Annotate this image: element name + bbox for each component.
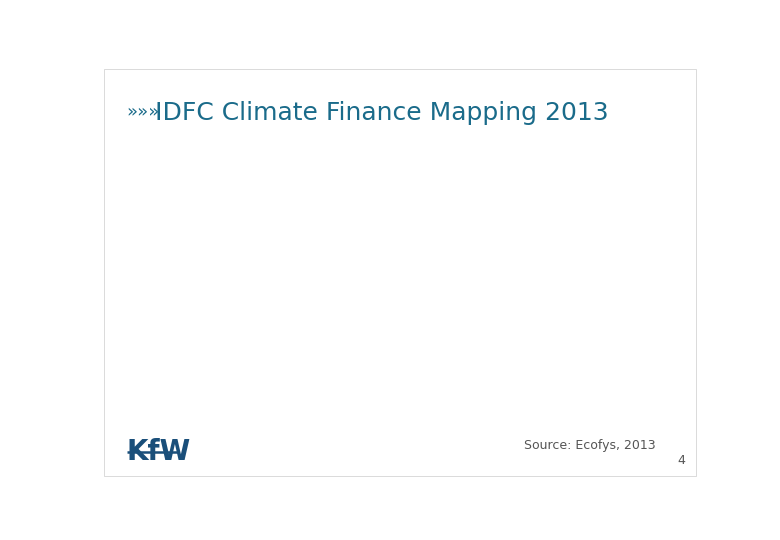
Text: »»»: »»» xyxy=(126,104,160,122)
Text: IDFC Climate Finance Mapping 2013: IDFC Climate Finance Mapping 2013 xyxy=(155,100,608,125)
Text: Source: Ecofys, 2013: Source: Ecofys, 2013 xyxy=(523,439,655,452)
Text: 4: 4 xyxy=(677,454,685,467)
Text: KfW: KfW xyxy=(126,438,191,467)
